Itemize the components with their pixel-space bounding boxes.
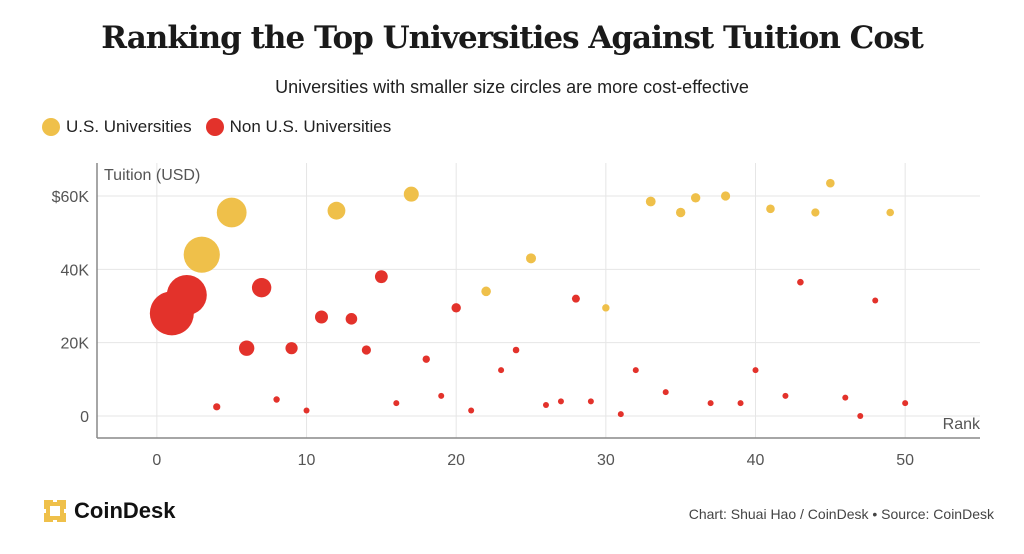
coindesk-logo-icon bbox=[42, 498, 68, 524]
us-university-point bbox=[645, 196, 656, 207]
us-university-point bbox=[766, 204, 775, 214]
x-tick-label: 50 bbox=[896, 452, 914, 469]
us-university-point bbox=[327, 201, 346, 220]
legend-label-non-us: Non U.S. Universities bbox=[229, 117, 392, 136]
legend-swatch-non-us bbox=[205, 118, 224, 136]
us-university-point bbox=[675, 207, 686, 218]
us-university-point bbox=[403, 186, 419, 202]
non-us-university-point bbox=[782, 392, 789, 399]
non-us-university-point bbox=[857, 413, 864, 419]
x-tick-label: 0 bbox=[152, 452, 161, 469]
y-tick-label: $60K bbox=[52, 189, 90, 206]
non-us-university-point bbox=[451, 303, 461, 313]
non-us-university-point bbox=[213, 403, 221, 411]
legend-label-us: U.S. Universities bbox=[66, 117, 192, 136]
non-us-university-point bbox=[166, 275, 207, 315]
x-tick-label: 10 bbox=[298, 452, 316, 469]
non-us-university-point bbox=[314, 310, 328, 324]
x-tick-label: 20 bbox=[447, 452, 465, 469]
us-university-point bbox=[602, 304, 610, 312]
non-us-university-point bbox=[737, 400, 744, 407]
non-us-university-point bbox=[345, 313, 358, 325]
non-us-university-point bbox=[285, 342, 298, 355]
non-us-university-point bbox=[374, 270, 388, 284]
coindesk-logo: CoinDesk bbox=[42, 498, 175, 524]
non-us-university-point bbox=[361, 345, 371, 355]
non-us-university-point bbox=[273, 396, 280, 403]
non-us-university-point bbox=[422, 355, 430, 363]
source-credit: Chart: Shuai Hao / CoinDesk • Source: Co… bbox=[688, 506, 994, 522]
non-us-university-point bbox=[438, 392, 445, 399]
non-us-university-point bbox=[542, 402, 549, 408]
non-us-university-point bbox=[797, 278, 804, 286]
us-university-point bbox=[811, 208, 820, 217]
y-tick-label: 20K bbox=[61, 336, 90, 353]
y-axis-label: Tuition (USD) bbox=[104, 167, 200, 184]
non-us-university-point bbox=[842, 394, 849, 401]
non-us-university-point bbox=[251, 277, 272, 298]
non-us-university-point bbox=[617, 411, 624, 418]
us-university-point bbox=[526, 253, 537, 264]
non-us-university-point bbox=[498, 367, 505, 374]
legend-swatch-us bbox=[42, 118, 60, 136]
non-us-university-point bbox=[512, 346, 520, 354]
us-university-point bbox=[183, 236, 220, 273]
non-us-university-point bbox=[707, 400, 714, 407]
non-us-university-point bbox=[238, 340, 255, 356]
x-axis-label: Rank bbox=[943, 416, 981, 433]
non-us-university-point bbox=[587, 398, 594, 405]
chart-subtitle: Universities with smaller size circles a… bbox=[275, 77, 749, 97]
non-us-university-point bbox=[902, 400, 909, 407]
us-university-point bbox=[886, 208, 895, 217]
non-us-university-point bbox=[303, 407, 310, 414]
x-tick-label: 30 bbox=[597, 452, 615, 469]
non-us-university-point bbox=[571, 294, 580, 303]
logo-text: CoinDesk bbox=[74, 498, 176, 523]
y-tick-label: 0 bbox=[80, 409, 89, 426]
non-us-university-point bbox=[393, 400, 400, 407]
legend-item-non-us: Non U.S. Universities bbox=[205, 117, 392, 137]
us-university-point bbox=[216, 197, 247, 228]
non-us-university-point bbox=[557, 398, 564, 405]
us-university-point bbox=[690, 193, 701, 203]
non-us-university-point bbox=[468, 407, 475, 414]
us-university-point bbox=[481, 286, 491, 297]
non-us-university-point bbox=[632, 367, 639, 374]
chart-title: Ranking the Top Universities Against Tui… bbox=[101, 20, 924, 56]
non-us-university-point bbox=[752, 367, 759, 374]
us-university-point bbox=[826, 178, 835, 188]
legend-item-us: U.S. Universities bbox=[42, 117, 192, 137]
non-us-university-point bbox=[872, 297, 879, 304]
non-us-university-point bbox=[662, 389, 669, 396]
us-university-point bbox=[720, 191, 731, 201]
y-tick-label: 40K bbox=[61, 262, 90, 279]
x-tick-label: 40 bbox=[747, 452, 765, 469]
legend: U.S. Universities Non U.S. Universities bbox=[42, 117, 405, 137]
